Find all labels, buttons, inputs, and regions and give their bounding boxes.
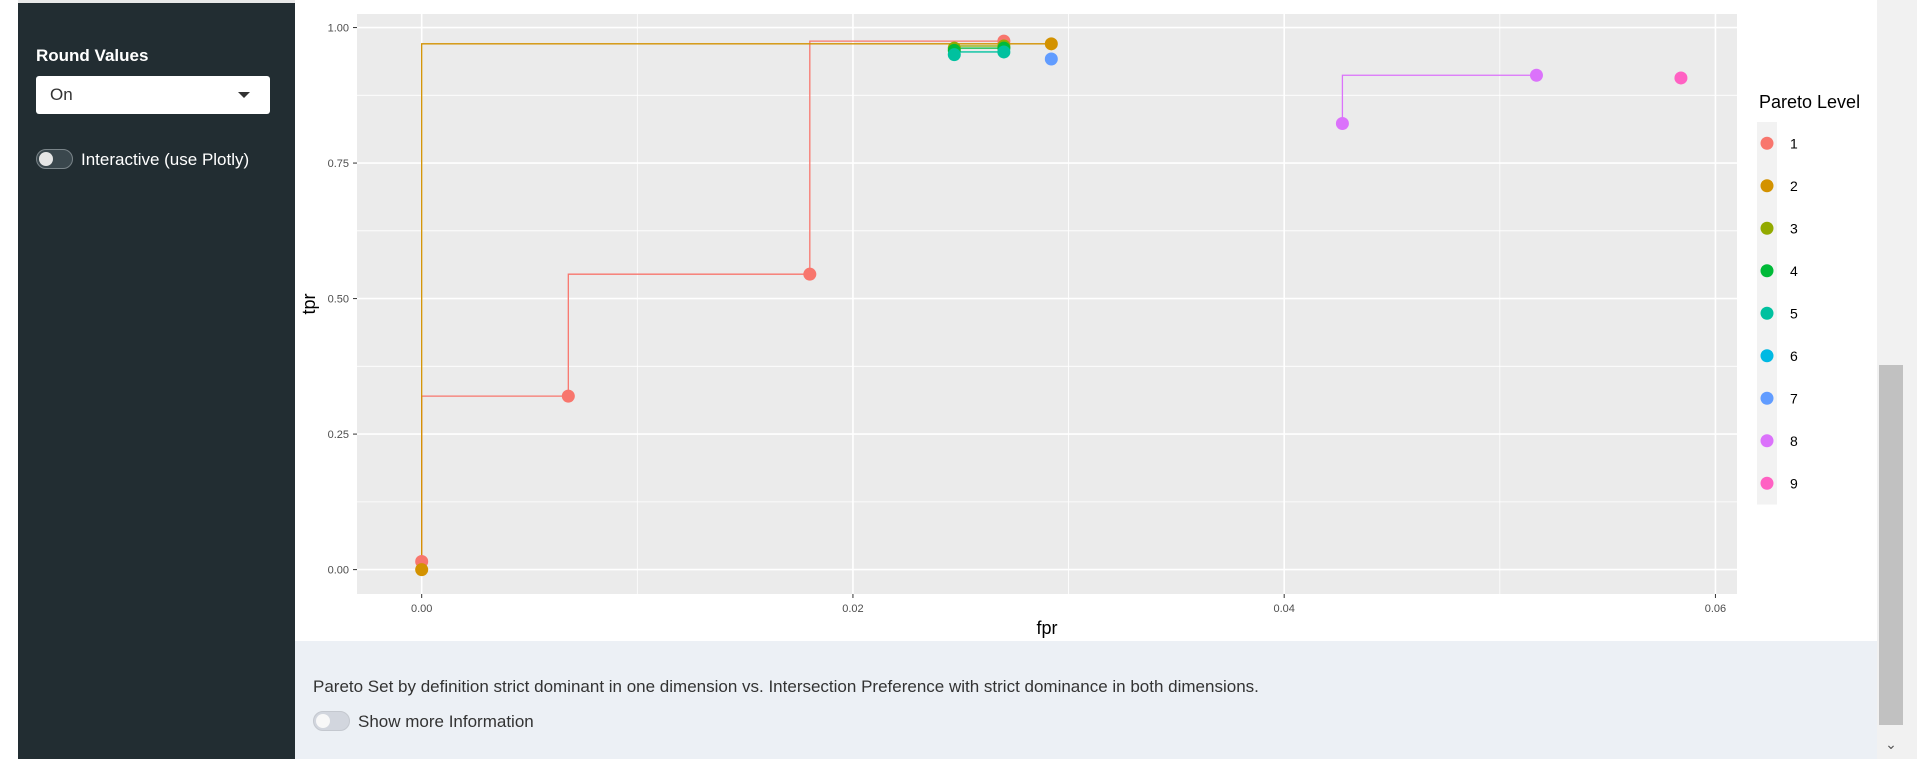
legend-key-level-2 [1760, 179, 1774, 193]
y-tick-label: 0.75 [328, 158, 349, 170]
data-point-level-5 [997, 45, 1011, 59]
legend-label-level-2: 2 [1790, 178, 1798, 194]
legend-label-level-3: 3 [1790, 220, 1798, 236]
y-axis-label: tpr [299, 293, 319, 314]
pareto-step-line-8 [1341, 74, 1537, 124]
legend-key-level-9 [1760, 476, 1774, 490]
interactive-plotly-toggle[interactable] [36, 149, 73, 169]
toggle-knob [316, 714, 330, 728]
data-point-level-1 [803, 267, 817, 281]
scrollbar-thumb[interactable] [1879, 365, 1903, 725]
legend-key-level-7 [1760, 391, 1774, 405]
sidebar: Round Values On Interactive (use Plotly) [18, 0, 295, 759]
legend-label-level-6: 6 [1790, 348, 1798, 364]
x-tick-label: 0.00 [411, 603, 432, 615]
data-point-level-1 [561, 389, 575, 403]
x-tick-label: 0.02 [842, 603, 863, 615]
data-point-level-5 [947, 48, 961, 62]
y-tick-label: 0.00 [328, 565, 349, 577]
round-values-select[interactable]: On [36, 76, 270, 114]
pareto-description: Pareto Set by definition strict dominant… [313, 677, 1259, 696]
pareto-chart: 0.00 0.02 0.04 0.06 0.00 0.25 0.50 0.75 1.00 fpr t… [299, 14, 1860, 638]
legend-key-level-5 [1760, 306, 1774, 320]
data-point-level-8 [1335, 116, 1349, 130]
legend-key-level-6 [1760, 349, 1774, 363]
pareto-step-line-2 [421, 43, 1052, 570]
legend-label-level-1: 1 [1790, 135, 1798, 151]
legend-label-level-5: 5 [1790, 305, 1798, 321]
info-panel: Pareto Set by definition strict dominant… [295, 641, 1877, 759]
y-tick-label: 0.50 [328, 294, 349, 306]
legend-key-level-3 [1760, 221, 1774, 235]
x-axis-label: fpr [1036, 618, 1057, 638]
show-more-info-toggle[interactable] [313, 711, 350, 731]
y-tick-label: 0.25 [328, 429, 349, 441]
show-more-info-label: Show more Information [358, 712, 534, 731]
x-tick-label: 0.06 [1705, 603, 1726, 615]
data-point-level-8 [1529, 68, 1543, 82]
chevron-down-icon [238, 92, 250, 98]
legend-label-level-7: 7 [1790, 390, 1798, 406]
x-tick-label: 0.04 [1273, 603, 1294, 615]
legend-label-level-9: 9 [1790, 475, 1798, 491]
legend-label-level-8: 8 [1790, 433, 1798, 449]
y-tick-label: 1.00 [328, 23, 349, 35]
interactive-plotly-label: Interactive (use Plotly) [81, 150, 250, 169]
sidebar-top-divider [18, 0, 295, 3]
data-point-level-9 [1674, 71, 1688, 85]
data-point-level-7 [1044, 52, 1058, 66]
legend-key-level-1 [1760, 136, 1774, 150]
legend-title: Pareto Level [1759, 92, 1860, 112]
legend-label-level-4: 4 [1790, 263, 1798, 279]
round-values-selected-value: On [50, 85, 73, 104]
scroll-down-arrow-icon[interactable]: ⌄ [1885, 736, 1897, 752]
round-values-label: Round Values [36, 46, 149, 65]
legend-key-level-8 [1760, 434, 1774, 448]
toggle-knob [39, 152, 53, 166]
data-point-level-2 [1044, 37, 1058, 51]
plot-panel-background [357, 14, 1737, 594]
data-point-level-2 [415, 563, 429, 577]
legend-key-level-4 [1760, 264, 1774, 278]
